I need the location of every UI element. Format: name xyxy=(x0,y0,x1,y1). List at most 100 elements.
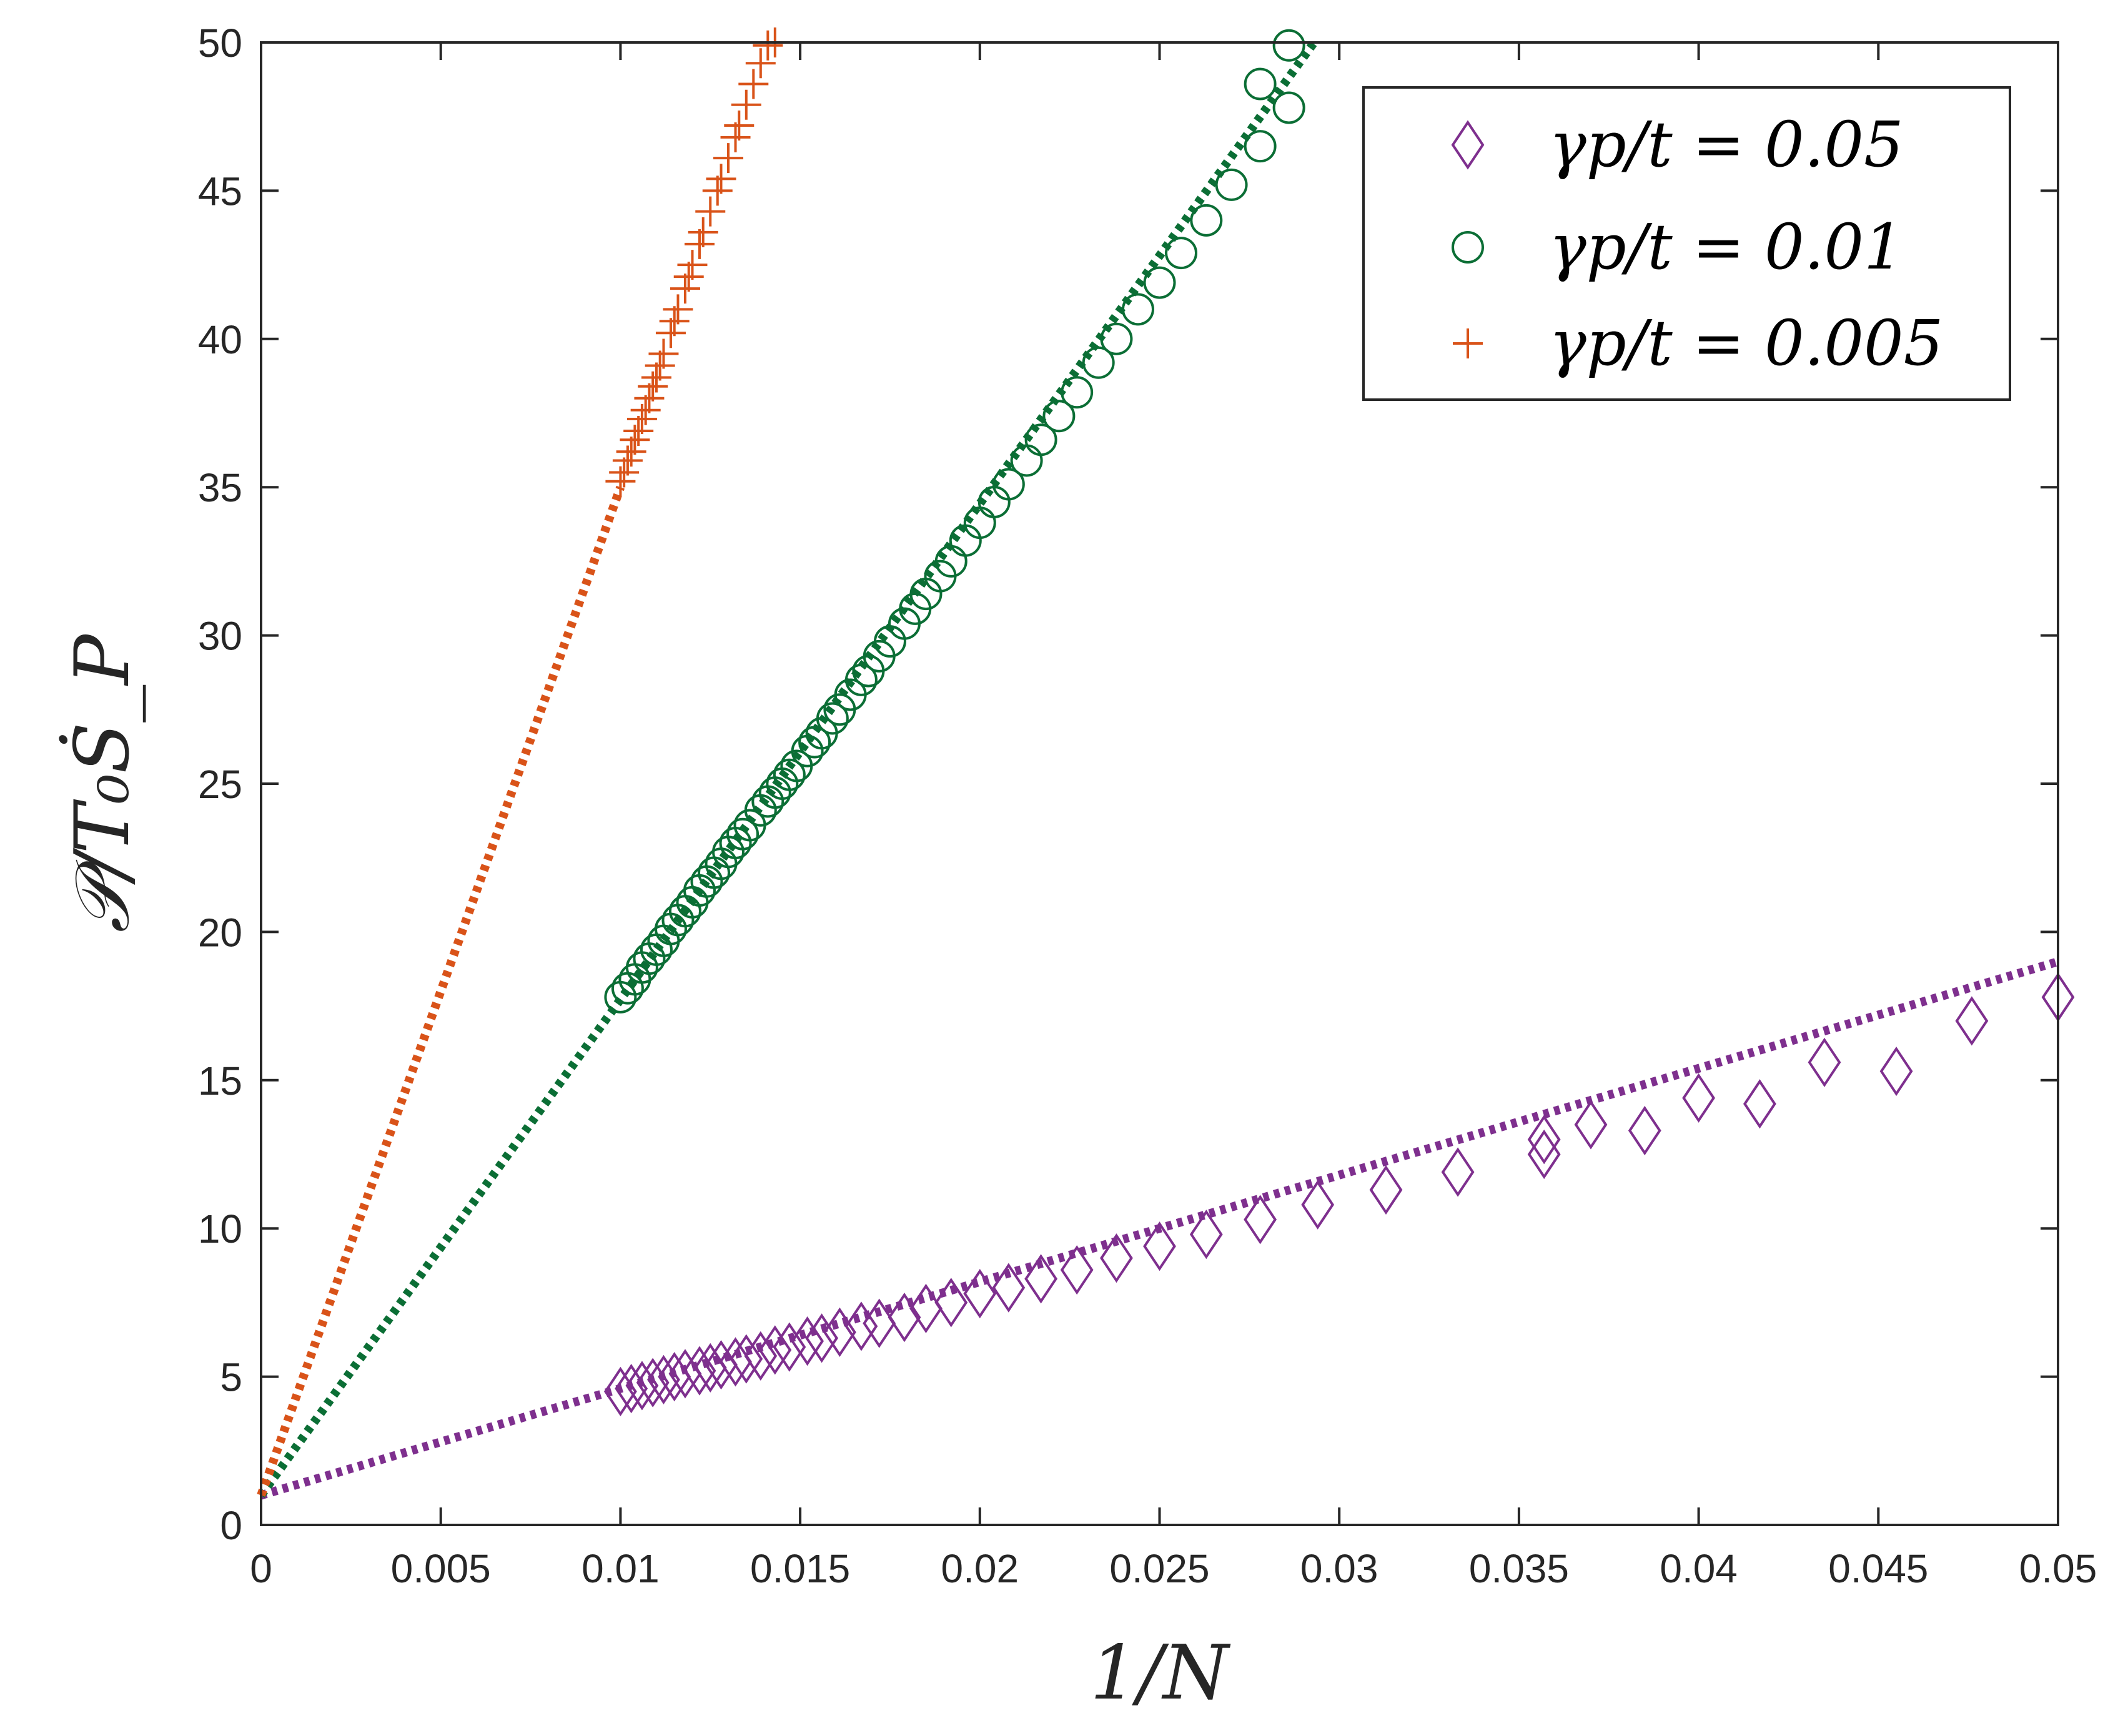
legend-label: γp/t = 0.05 xyxy=(1549,108,1904,181)
data-point xyxy=(645,350,675,381)
data-point xyxy=(1244,130,1277,163)
y-tick-label: 25 xyxy=(198,762,242,807)
x-tick-label: 0.04 xyxy=(1660,1546,1738,1591)
data-point xyxy=(1743,1079,1776,1129)
y-tick-label: 30 xyxy=(198,614,242,659)
x-tick-label: 0.03 xyxy=(1300,1546,1378,1591)
legend-box xyxy=(1362,86,2011,401)
data-point xyxy=(1682,1073,1716,1123)
data-point xyxy=(738,69,769,99)
x-tick-label: 0.025 xyxy=(1109,1546,1209,1591)
fit-line xyxy=(257,39,1318,1498)
data-point xyxy=(647,1354,680,1404)
data-point xyxy=(720,122,751,152)
fit-line xyxy=(260,957,2059,1500)
data-point xyxy=(934,1278,968,1328)
y-tick-label: 10 xyxy=(198,1206,242,1251)
data-point xyxy=(1100,322,1133,355)
data-point xyxy=(684,229,715,259)
data-point xyxy=(688,217,718,247)
data-point xyxy=(1060,1245,1094,1295)
y-tick-label: 15 xyxy=(198,1058,242,1103)
data-point xyxy=(609,457,640,488)
data-point xyxy=(1955,996,1989,1046)
data-point xyxy=(805,1313,839,1363)
data-markers xyxy=(603,27,2075,1416)
data-point xyxy=(773,1322,806,1372)
fit-line xyxy=(257,485,625,1497)
data-point xyxy=(1024,1254,1058,1304)
legend-marker xyxy=(1451,120,1485,170)
data-point xyxy=(670,274,700,304)
legend: γp/t = 0.05 γp/t = 0.01 γp/t = 0.005 xyxy=(1362,86,2011,401)
x-tick-label: 0.015 xyxy=(750,1546,850,1591)
data-point xyxy=(625,1361,659,1411)
y-tick-label: 20 xyxy=(198,910,242,955)
y-tick-label: 40 xyxy=(198,317,242,362)
data-point xyxy=(1215,168,1248,201)
data-point xyxy=(663,294,693,325)
data-point xyxy=(603,1366,637,1416)
data-point xyxy=(677,250,708,280)
data-point xyxy=(1143,1221,1176,1271)
data-point xyxy=(798,726,831,759)
data-point xyxy=(816,702,849,735)
y-tick-label: 50 xyxy=(198,21,242,66)
data-point xyxy=(1369,1165,1403,1215)
data-point xyxy=(1244,1195,1277,1245)
data-point xyxy=(888,1293,921,1343)
y-tick-label: 5 xyxy=(220,1355,242,1400)
data-point xyxy=(641,362,671,393)
data-point xyxy=(731,89,761,120)
data-point xyxy=(1042,400,1076,433)
data-point xyxy=(1165,237,1198,270)
data-point xyxy=(695,196,726,227)
x-axis-title: 1/N xyxy=(1090,1630,1231,1717)
legend-label: γp/t = 0.005 xyxy=(1549,307,1943,380)
data-point xyxy=(706,164,736,194)
legend-marker xyxy=(1452,231,1484,264)
data-point xyxy=(724,110,755,141)
data-point xyxy=(1272,29,1305,62)
data-point xyxy=(702,175,733,206)
fit-lines xyxy=(257,39,2059,1500)
data-point xyxy=(758,1325,792,1375)
legend-marker xyxy=(1453,328,1483,358)
data-point xyxy=(730,1334,763,1384)
data-point xyxy=(1272,91,1305,124)
data-point xyxy=(844,1301,878,1351)
data-point xyxy=(1244,67,1277,101)
data-point xyxy=(1301,1180,1335,1230)
data-point xyxy=(963,1269,997,1319)
x-tick-label: 0.05 xyxy=(2019,1546,2097,1591)
data-point xyxy=(844,663,878,696)
y-tick-label: 35 xyxy=(198,465,242,510)
data-point xyxy=(726,817,760,851)
data-point xyxy=(615,1363,648,1414)
data-point xyxy=(1574,1100,1608,1150)
x-tick-label: 0.035 xyxy=(1469,1546,1569,1591)
data-point xyxy=(1628,1105,1661,1156)
data-point xyxy=(1879,1046,1913,1097)
x-tick-label: 0.045 xyxy=(1828,1546,1928,1591)
data-point xyxy=(648,338,679,369)
data-point xyxy=(992,468,1025,501)
tick-labels: 0 0.005 0.01 0.015 0.02 0.025 0.03 0.035 0.04 0.0… xyxy=(198,21,2097,1591)
data-point xyxy=(630,395,661,425)
data-point xyxy=(659,306,690,337)
data-point xyxy=(1121,293,1154,326)
data-point xyxy=(1808,1037,1841,1087)
data-point xyxy=(713,143,744,174)
data-point xyxy=(744,1331,778,1381)
data-point xyxy=(1527,1115,1561,1165)
data-point xyxy=(1024,423,1057,456)
data-point xyxy=(655,318,686,348)
data-point xyxy=(623,415,654,446)
data-point xyxy=(753,30,783,61)
data-point xyxy=(745,48,776,79)
data-point xyxy=(1143,266,1176,299)
data-point xyxy=(616,436,646,467)
data-point xyxy=(1190,204,1223,237)
data-point xyxy=(1061,376,1094,409)
